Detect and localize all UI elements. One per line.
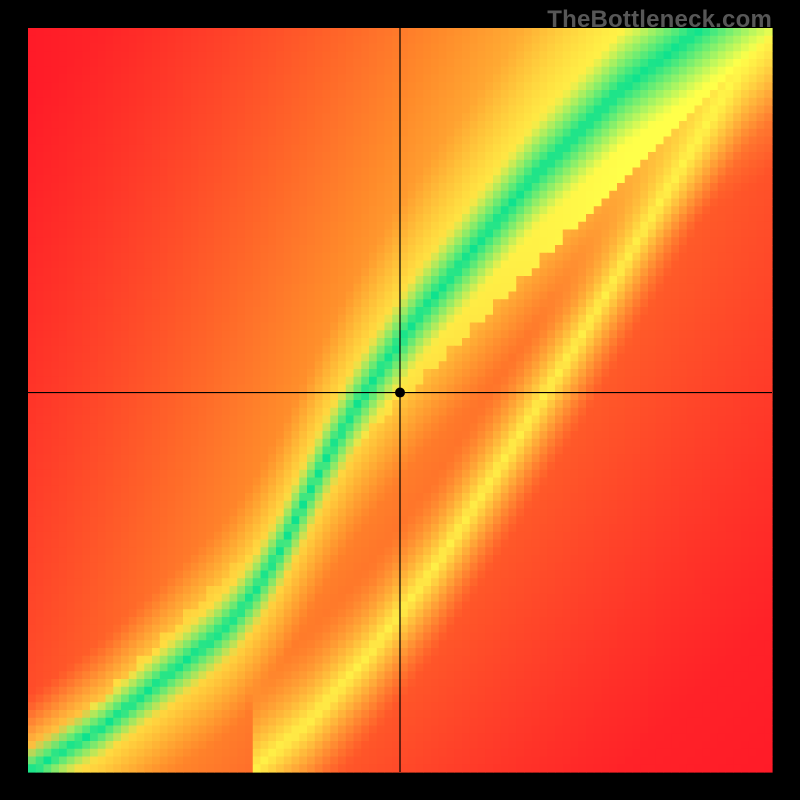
bottleneck-heatmap xyxy=(0,0,800,800)
watermark-text: TheBottleneck.com xyxy=(547,6,772,34)
chart-container: { "watermark": "TheBottleneck.com", "lay… xyxy=(0,0,800,800)
crosshair-marker xyxy=(395,388,405,398)
